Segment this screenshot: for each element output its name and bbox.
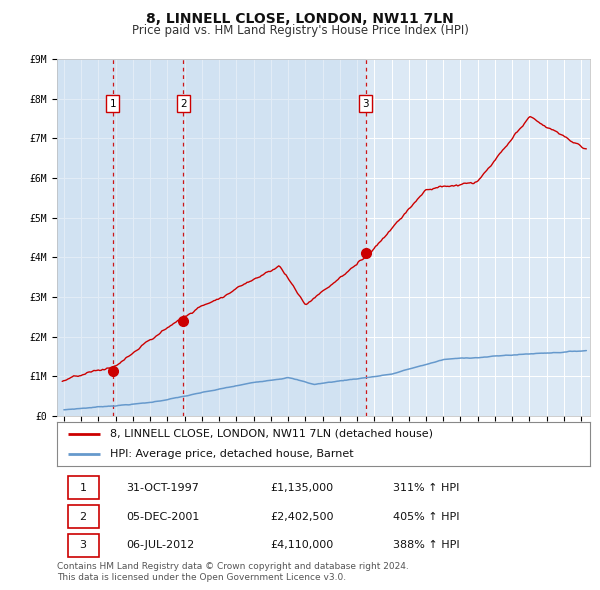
Text: 2: 2: [80, 512, 86, 522]
Text: 2: 2: [180, 99, 187, 109]
Bar: [57, 59, 113, 416]
Text: 8, LINNELL CLOSE, LONDON, NW11 7LN (detached house): 8, LINNELL CLOSE, LONDON, NW11 7LN (deta…: [110, 429, 433, 439]
Text: 8, LINNELL CLOSE, LONDON, NW11 7LN: 8, LINNELL CLOSE, LONDON, NW11 7LN: [146, 12, 454, 26]
Text: £2,402,500: £2,402,500: [270, 512, 334, 522]
FancyBboxPatch shape: [68, 533, 98, 557]
Text: 1: 1: [80, 483, 86, 493]
Text: £4,110,000: £4,110,000: [270, 540, 334, 550]
Text: 3: 3: [80, 540, 86, 550]
Text: 388% ↑ HPI: 388% ↑ HPI: [392, 540, 459, 550]
Text: Contains HM Land Registry data © Crown copyright and database right 2024.
This d: Contains HM Land Registry data © Crown c…: [57, 562, 409, 582]
FancyBboxPatch shape: [68, 476, 98, 500]
Text: Price paid vs. HM Land Registry's House Price Index (HPI): Price paid vs. HM Land Registry's House …: [131, 24, 469, 37]
FancyBboxPatch shape: [68, 504, 98, 528]
Text: 06-JUL-2012: 06-JUL-2012: [126, 540, 194, 550]
Text: 05-DEC-2001: 05-DEC-2001: [126, 512, 200, 522]
Text: HPI: Average price, detached house, Barnet: HPI: Average price, detached house, Barn…: [110, 449, 354, 459]
Text: 311% ↑ HPI: 311% ↑ HPI: [392, 483, 459, 493]
Text: 1: 1: [109, 99, 116, 109]
Bar: [183, 59, 365, 416]
Text: 3: 3: [362, 99, 369, 109]
Text: £1,135,000: £1,135,000: [270, 483, 333, 493]
Bar: [113, 59, 183, 416]
Text: 405% ↑ HPI: 405% ↑ HPI: [392, 512, 459, 522]
Text: 31-OCT-1997: 31-OCT-1997: [126, 483, 199, 493]
